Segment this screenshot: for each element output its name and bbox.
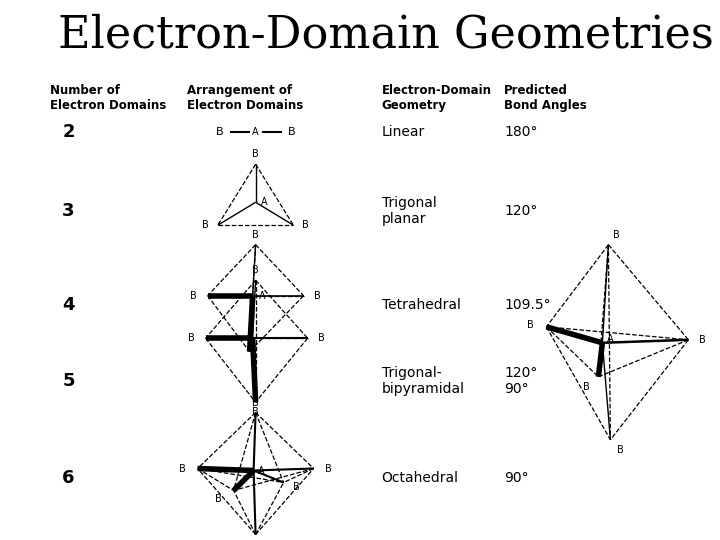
Text: Trigonal
planar: Trigonal planar (382, 195, 436, 226)
Text: 6: 6 (62, 469, 75, 487)
Text: B: B (252, 230, 259, 240)
Text: B: B (252, 407, 259, 417)
Text: B: B (699, 335, 706, 345)
Text: Number of
Electron Domains: Number of Electron Domains (50, 84, 166, 112)
Text: 90°: 90° (504, 471, 528, 485)
Text: 5: 5 (62, 372, 75, 390)
Text: A: A (607, 334, 613, 344)
Text: B: B (216, 127, 223, 137)
Text: B: B (252, 397, 259, 408)
Text: B: B (251, 357, 257, 368)
Text: B: B (179, 463, 186, 474)
Text: Electron-Domain
Geometry: Electron-Domain Geometry (382, 84, 492, 112)
Text: B: B (302, 220, 309, 230)
Text: B: B (188, 333, 195, 343)
Text: Octahedral: Octahedral (382, 471, 459, 485)
Text: B: B (215, 494, 222, 503)
Text: B: B (314, 291, 321, 301)
Text: B: B (288, 127, 295, 137)
Text: Tetrahedral: Tetrahedral (382, 298, 461, 312)
Text: 3: 3 (62, 201, 75, 220)
Text: B: B (252, 149, 259, 159)
Text: 4: 4 (62, 296, 75, 314)
Text: B: B (583, 382, 590, 392)
Text: Arrangement of
Electron Domains: Arrangement of Electron Domains (187, 84, 303, 112)
Text: B: B (617, 445, 624, 455)
Text: Electron-Domain Geometries: Electron-Domain Geometries (58, 14, 714, 57)
Text: 120°: 120° (504, 204, 537, 218)
Text: 180°: 180° (504, 125, 538, 139)
Text: 109.5°: 109.5° (504, 298, 551, 312)
Text: B: B (293, 483, 300, 492)
Text: B: B (202, 220, 210, 230)
Text: 120°
90°: 120° 90° (504, 366, 537, 396)
Text: B: B (613, 230, 620, 240)
Text: 2: 2 (62, 123, 75, 141)
Text: B: B (252, 265, 259, 275)
Text: B: B (190, 291, 197, 301)
Text: Linear: Linear (382, 125, 425, 139)
Text: B: B (527, 320, 534, 330)
Text: A: A (252, 127, 259, 137)
Text: Predicted
Bond Angles: Predicted Bond Angles (504, 84, 587, 112)
Text: Trigonal-
bipyramidal: Trigonal- bipyramidal (382, 366, 464, 396)
Text: A: A (261, 197, 268, 207)
Text: B: B (318, 333, 325, 343)
Text: A: A (258, 465, 265, 476)
Text: B: B (325, 463, 332, 474)
Text: A: A (259, 291, 266, 301)
